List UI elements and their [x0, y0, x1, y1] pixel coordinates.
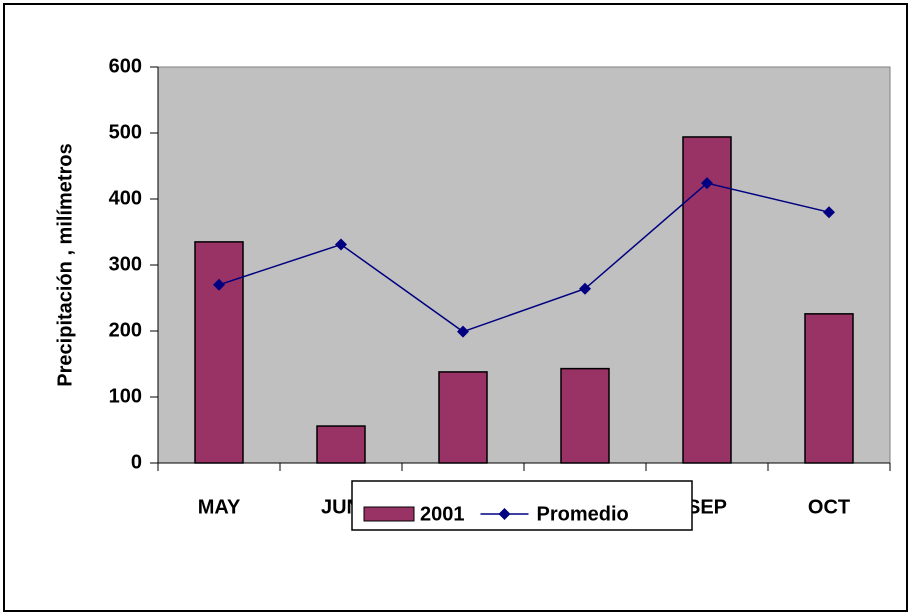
- y-tick-label: 600: [109, 55, 142, 77]
- point: [213, 278, 225, 291]
- y-tick-label: 300: [109, 253, 142, 275]
- y-tick-label: 0: [131, 451, 142, 473]
- legend-swatch: [363, 506, 415, 522]
- point: [579, 282, 591, 295]
- y-tick-label: 500: [109, 121, 142, 143]
- legend-marker: [498, 508, 511, 520]
- legend-label: Promedio: [537, 503, 629, 525]
- legend-label: 2001: [420, 503, 465, 525]
- y-tick-label: 400: [109, 187, 142, 209]
- legend-box: [351, 480, 693, 531]
- bar: [804, 313, 854, 464]
- plot-area: [157, 66, 891, 464]
- bar: [682, 136, 732, 464]
- bar: [438, 371, 488, 464]
- x-tick-label: OCT: [808, 496, 850, 518]
- x-tick-label: JUN: [321, 496, 361, 518]
- bar: [316, 425, 366, 464]
- x-tick-label: MAY: [198, 496, 241, 518]
- y-tick-label: 200: [109, 319, 142, 341]
- point: [823, 206, 835, 219]
- point: [335, 238, 347, 251]
- point: [701, 177, 713, 190]
- point: [457, 325, 469, 338]
- x-tick-label: SEP: [687, 496, 727, 518]
- bar: [560, 367, 610, 464]
- y-tick-label: 100: [109, 385, 142, 407]
- bar: [194, 241, 244, 464]
- y-axis-label: Precipitación , milímetros: [54, 143, 76, 386]
- line: [218, 182, 830, 333]
